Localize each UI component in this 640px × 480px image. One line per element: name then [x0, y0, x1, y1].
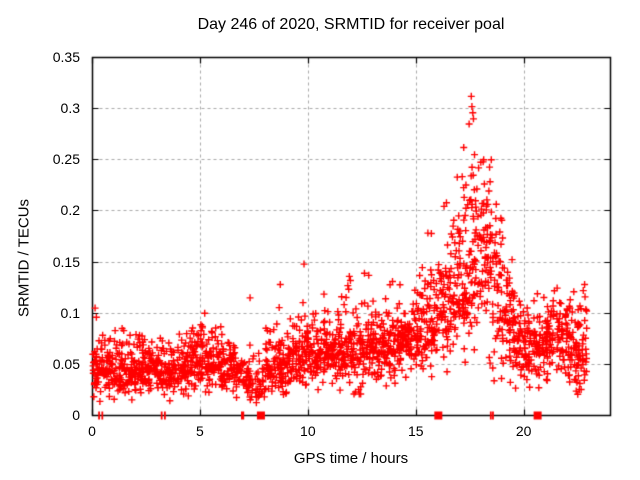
x-axis-label: GPS time / hours — [293, 450, 409, 467]
y-tick-label: 0 — [72, 407, 80, 423]
y-tick-label: 0.3 — [60, 100, 80, 117]
x-tick-label: 10 — [300, 423, 316, 439]
x-tick-label: 15 — [407, 423, 424, 439]
y-tick-label: 0.15 — [52, 253, 80, 270]
chart-title: Day 246 of 2020, SRMTID for receiver poa… — [197, 16, 505, 33]
y-tick-label: 0.35 — [52, 49, 80, 65]
x-tick-label: 20 — [515, 423, 532, 439]
y-tick-label: 0.05 — [52, 355, 80, 372]
y-tick-label: 0.1 — [60, 304, 80, 321]
x-tick-label: 0 — [88, 423, 96, 439]
x-tick-label: 5 — [196, 423, 204, 439]
y-tick-label: 0.25 — [52, 151, 80, 168]
y-tick-label: 0.2 — [60, 202, 80, 219]
